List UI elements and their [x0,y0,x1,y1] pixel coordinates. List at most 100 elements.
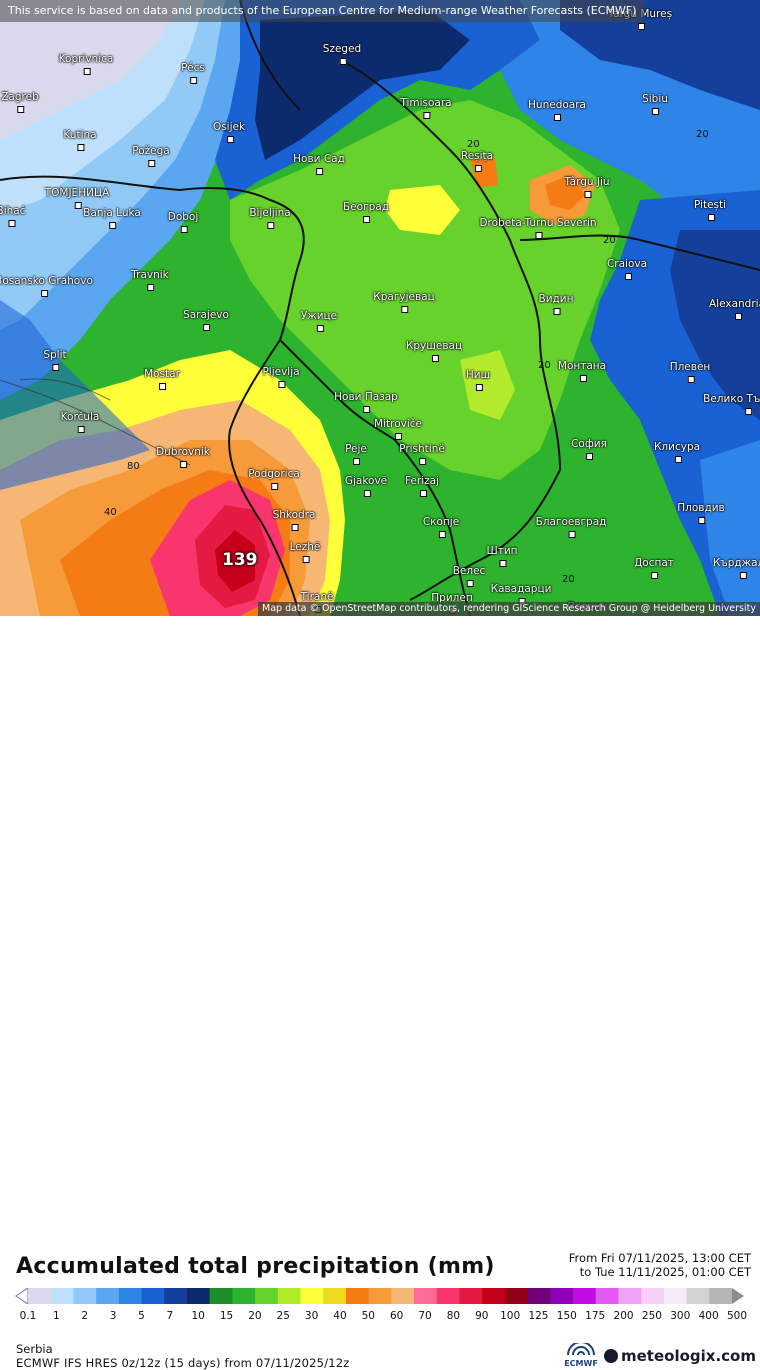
city-label: Нови Пазар [334,391,398,413]
city-label: Osijek [212,121,246,143]
city-label: Travnik [131,269,169,291]
ecmwf-logo-icon [567,1341,595,1356]
city-label: Скопје [422,516,460,538]
scale-color-swatch [641,1288,665,1304]
scale-tick-label: 30 [304,1310,319,1322]
city-label: Београд [343,201,389,223]
city-label: Dubrovnik [156,446,210,468]
precipitation-map[interactable]: This service is based on data and produc… [0,0,760,616]
contour-value-label: 20 [603,235,616,246]
scale-tick-label: 150 [556,1310,577,1322]
color-scale-labels: 0.1 1 2 3 5 7 10 15 20 25 30 40 50 60 70 80 90 100 125 150 1… [0,1310,760,1326]
scale-color-swatch [504,1288,529,1304]
scale-tick-label: 175 [585,1310,606,1322]
scale-tick-label: 1 [53,1310,60,1322]
ecmwf-logo: ECMWF [563,1341,599,1368]
contour-value-label: 20 [696,129,709,140]
max-precipitation-value: 139 [222,550,258,570]
city-label: Timișoara [400,97,452,119]
scale-color-swatch [164,1288,188,1304]
scale-color-swatch [595,1288,619,1304]
meteologix-brand-text: meteologix.com [621,1347,756,1365]
city-label: Кавадарци [490,583,552,605]
scale-color-swatch [709,1288,733,1304]
meteologix-globe-icon [604,1349,618,1363]
chart-title: Accumulated total precipitation (mm) [16,1254,495,1279]
city-label: Bihać [0,205,25,227]
scale-color-swatch [368,1288,392,1304]
city-label: Craiova [606,258,648,280]
scale-tick-label: 20 [248,1310,262,1322]
city-label: Podgorica [248,468,300,490]
scale-color-swatch [573,1288,597,1304]
scale-tick-label: 15 [219,1310,234,1322]
city-label: Пловдив [677,502,725,524]
city-label: Pljevlja [262,366,300,388]
scale-tick-label: 500 [726,1310,748,1322]
city-label: Доспат [634,557,674,579]
scale-tick-label: 2 [81,1310,89,1322]
scale-tick-label: 80 [446,1310,461,1322]
scale-tick-label: 7 [166,1310,174,1322]
city-label: Alexandria [709,298,760,320]
scale-tick-label: 50 [361,1310,375,1322]
city-label: Bosansko Grahovo [0,275,93,297]
scale-color-swatch [255,1288,279,1304]
scale-tick-label: 10 [191,1310,205,1322]
city-label: Banja Luka [83,207,141,229]
scale-color-swatch [686,1288,710,1304]
city-label: Split [43,349,67,371]
scale-color-swatch [436,1288,460,1304]
contour-value-label: 20 [562,574,575,585]
contour-value-label: 20 [538,360,551,371]
scale-color-swatch [209,1288,233,1304]
city-label: Штип [486,545,518,567]
precipitation-field [0,0,760,616]
region-name: Serbia [16,1342,53,1356]
city-label: Drobeta-Turnu Severin [479,217,597,239]
ecmwf-credit: This service is based on data and produc… [0,0,645,22]
city-label: Lezhë [289,541,321,563]
city-label: Doboj [167,211,199,233]
scale-tick-label: 60 [389,1310,404,1322]
city-label: Gjakovë [344,475,388,497]
city-label: Ниш [465,369,491,391]
city-label: Велес [452,565,486,587]
scale-min-arrow [15,1288,29,1304]
city-label: ТОМЈЕНИЦА [44,187,110,209]
scale-color-swatch [118,1288,143,1304]
scale-color-swatch [663,1288,688,1304]
city-label: Reșița [460,150,494,172]
scale-tick-label: 90 [475,1310,489,1322]
city-label: Кърджали [713,557,760,579]
scale-color-swatch [28,1288,52,1304]
city-label: Koprivnica [58,53,114,75]
scale-color-swatch [96,1288,120,1304]
scale-tick-label: 3 [109,1310,117,1322]
city-label: Благоевград [535,516,607,538]
city-label: Zagreb [1,91,39,113]
meteologix-brand[interactable]: meteologix.com [604,1347,756,1365]
city-label: Крушевац [405,340,463,362]
contour-value-label: 40 [104,507,117,518]
city-label: Крагујевац [373,291,435,313]
city-label: Mitroviče [374,418,422,440]
forecast-period: From Fri 07/11/2025, 13:00 CET to Tue 11… [569,1251,751,1279]
scale-tick-label: 5 [138,1310,145,1322]
city-label: Велико Търново [703,393,760,415]
city-label: Bijeljina [249,207,291,229]
period-to: to Tue 11/11/2025, 01:00 CET [579,1265,751,1279]
scale-tick-label: 200 [613,1310,634,1322]
scale-color-swatch [323,1288,347,1304]
scale-tick-label: 125 [528,1310,549,1322]
scale-tick-label: 100 [500,1310,521,1322]
city-label: Korčula [60,411,100,433]
city-label: Sibiu [642,93,668,115]
scale-color-swatch [345,1288,370,1304]
scale-color-swatch [277,1288,302,1304]
legend-footer: Accumulated total precipitation (mm) Fro… [0,616,760,1370]
scale-color-swatch [482,1288,506,1304]
scale-color-swatch [550,1288,574,1304]
scale-tick-label: 0.1 [19,1310,37,1322]
color-scale-bar [15,1288,744,1304]
